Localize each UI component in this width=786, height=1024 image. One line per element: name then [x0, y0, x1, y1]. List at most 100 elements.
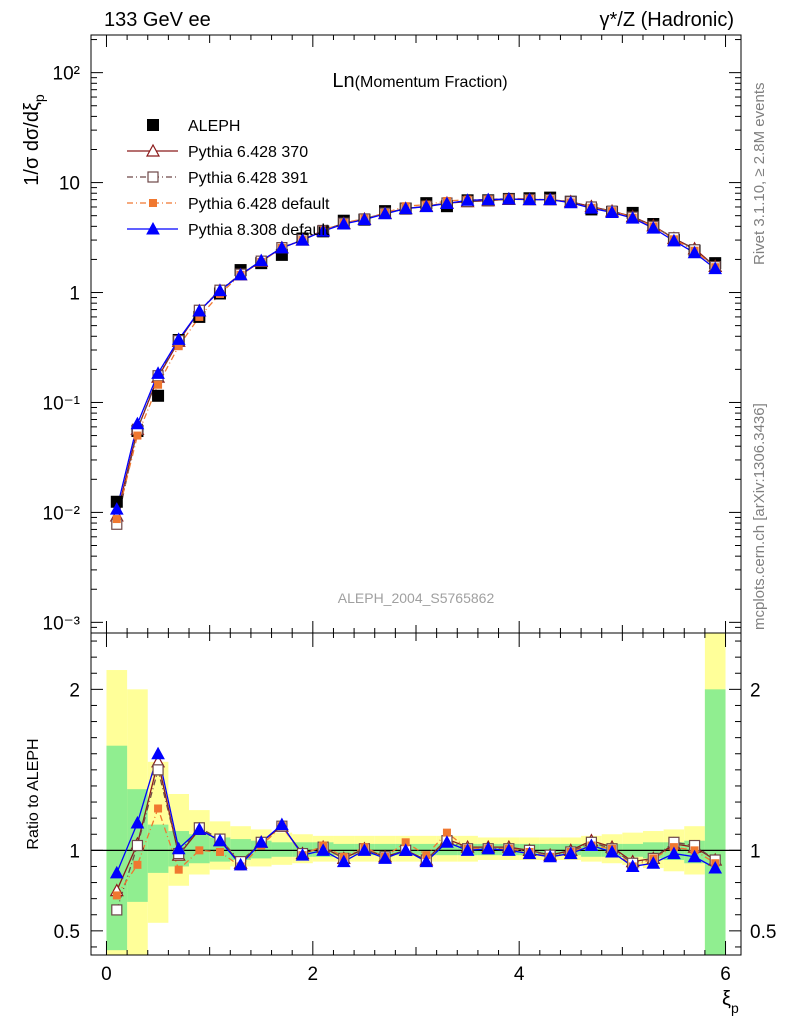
ratio-bands	[106, 633, 726, 955]
stat-uncertainty-band	[416, 843, 437, 856]
main-point-series-4	[646, 221, 661, 234]
main-point-series-4	[151, 366, 165, 379]
y-tick-label: 10⁻²	[43, 503, 81, 524]
legend-marker	[146, 221, 160, 235]
y-tick-label: 10⁻¹	[43, 393, 81, 414]
main-point-series-4	[440, 196, 454, 210]
header-left: 133 GeV ee	[104, 9, 211, 31]
ratio-point-series-2	[215, 847, 224, 856]
legend-marker	[147, 119, 159, 131]
ratio-point-series-3	[295, 848, 310, 861]
legend-entry: Pythia 8.308 default	[188, 222, 330, 239]
stat-uncertainty-band	[271, 842, 293, 857]
mcplots-label: mcplots.cern.ch [arXiv:1306.3436]	[751, 403, 768, 630]
ratio-y-tick-label: 1	[69, 841, 80, 862]
main-y-axis-label: 1/σ dσ/dξp	[21, 94, 47, 186]
legend-entry: Pythia 6.428 default	[188, 196, 330, 213]
stat-uncertainty-band	[704, 689, 726, 955]
stat-uncertainty-band	[230, 839, 251, 861]
ratio-point-series-3	[646, 856, 661, 869]
ratio-x-axis-label: ξp	[722, 988, 739, 1016]
ratio-point-series-3	[398, 843, 413, 856]
ratio-point-series-3	[543, 849, 557, 863]
main-point-series-4	[543, 192, 557, 206]
main-point-series-4	[316, 224, 330, 237]
ratio-point-series-3	[275, 817, 289, 831]
ratio-point-series-3	[109, 865, 124, 879]
ratio-point-series-3	[440, 835, 454, 848]
ratio-point-series-3	[687, 849, 702, 863]
ratio-point-series-1	[152, 764, 164, 776]
ratio-point-series-3	[233, 857, 248, 871]
ratio-point-series-3	[584, 838, 599, 852]
main-point-series-3	[112, 515, 121, 524]
ratio-point-series-3	[563, 846, 578, 860]
ratio-y-tick-label: 0.5	[54, 922, 80, 943]
ratio-point-series-2	[154, 804, 163, 813]
ratio-y-axis-label: Ratio to ALEPH	[25, 738, 42, 849]
x-tick-label: 2	[308, 964, 319, 985]
ratio-point-series-3	[357, 843, 372, 856]
stat-uncertainty-band	[333, 843, 355, 856]
legend-entry: Pythia 6.428 370	[188, 144, 308, 161]
x-tick-label: 6	[720, 964, 731, 985]
main-point-series-4	[687, 245, 702, 259]
ratio-point-series-3	[460, 843, 475, 856]
watermark: ALEPH_2004_S5765862	[338, 590, 495, 606]
ratio-frame	[90, 632, 742, 956]
main-point-series-3	[133, 431, 142, 440]
main-line-series-1	[116, 198, 716, 517]
x-tick-label: 4	[514, 964, 525, 985]
ratio-point-series-3	[378, 851, 392, 864]
y-tick-label: 10	[59, 174, 80, 195]
main-point-series-4	[171, 332, 186, 345]
ratio-point-series-2	[112, 891, 121, 900]
stat-uncertainty-band	[147, 824, 169, 873]
y-tick-label: 10⁻³	[43, 613, 81, 634]
main-point-series-4	[109, 502, 124, 515]
main-point-series-4	[398, 201, 413, 215]
legend-marker	[147, 171, 159, 183]
ratio-point-series-1	[111, 904, 123, 916]
legend-entry: ALEPH	[188, 118, 240, 135]
main-point-series-4	[233, 267, 248, 281]
ratio-point-series-3	[254, 835, 269, 848]
main-title: Ln(Momentum Fraction)	[332, 70, 507, 92]
main-point-series-4	[605, 205, 619, 218]
main-point-series-4	[213, 283, 227, 297]
ratio-point-series-2	[442, 828, 451, 837]
ratio-point-series-3	[625, 859, 640, 872]
ratio-point-series-3	[502, 843, 516, 856]
main-point-series-4	[192, 303, 207, 317]
main-point-series-4	[295, 233, 310, 246]
ratio-point-series-3	[605, 844, 619, 858]
main-point-series-0	[152, 389, 165, 402]
ratio-y-tick-label-right: 1	[750, 841, 761, 862]
ratio-point-series-2	[174, 865, 183, 874]
ratio-point-series-2	[195, 846, 204, 855]
ratio-point-series-3	[316, 843, 330, 856]
main-point-series-4	[357, 212, 372, 226]
ratio-point-series-3	[130, 815, 145, 829]
main-point-series-4	[378, 206, 392, 220]
main-point-series-4	[254, 253, 269, 267]
rivet-label: Rivet 3.1.10, ≥ 2.8M events	[751, 83, 768, 266]
ratio-series-layer	[109, 746, 723, 916]
header-right: γ*/Z (Hadronic)	[600, 9, 734, 31]
main-point-series-3	[154, 380, 163, 389]
ratio-point-series-3	[708, 861, 723, 874]
ratio-point-series-3	[213, 833, 227, 847]
ratio-point-series-3	[151, 746, 165, 760]
legend-entry: Pythia 6.428 391	[188, 170, 308, 187]
ratio-point-series-1	[131, 839, 144, 852]
main-point-series-4	[522, 192, 537, 206]
main-line-series-2	[116, 198, 716, 525]
ratio-point-series-3	[171, 841, 186, 855]
ratio-panel: 0.5 0.5 1 1 2 2 0 2 4 6 Ratio to ALEPH ξp	[25, 632, 776, 1016]
main-point-series-4	[130, 416, 145, 430]
main-point-series-4	[563, 195, 578, 209]
main-point-series-4	[708, 261, 723, 275]
main-grid-ticks: 10⁻³ 10⁻² 10⁻¹ 1 10 10²	[43, 35, 741, 634]
main-point-series-4	[419, 199, 434, 213]
